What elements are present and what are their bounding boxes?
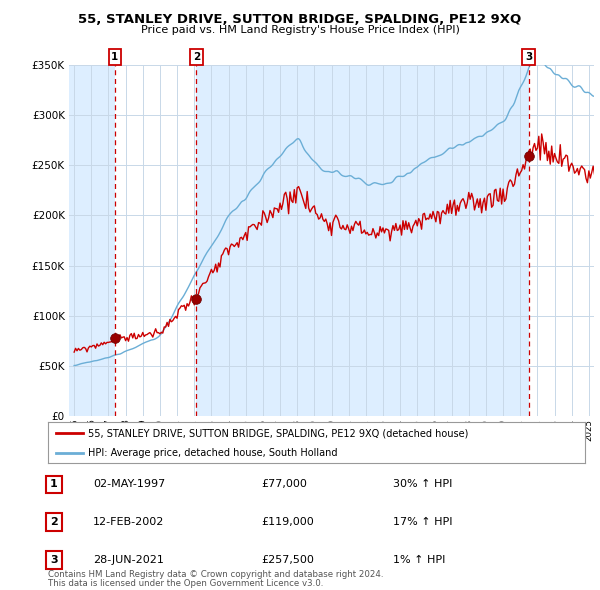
- Bar: [196, 65, 529, 416]
- Text: This data is licensed under the Open Government Licence v3.0.: This data is licensed under the Open Gov…: [48, 579, 323, 588]
- Text: £257,500: £257,500: [261, 555, 314, 565]
- Text: £119,000: £119,000: [261, 517, 314, 527]
- Text: 28-JUN-2021: 28-JUN-2021: [93, 555, 164, 565]
- Text: 55, STANLEY DRIVE, SUTTON BRIDGE, SPALDING, PE12 9XQ: 55, STANLEY DRIVE, SUTTON BRIDGE, SPALDI…: [79, 13, 521, 26]
- Text: 30% ↑ HPI: 30% ↑ HPI: [393, 480, 452, 489]
- Bar: [529, 65, 594, 416]
- Text: 55, STANLEY DRIVE, SUTTON BRIDGE, SPALDING, PE12 9XQ (detached house): 55, STANLEY DRIVE, SUTTON BRIDGE, SPALDI…: [88, 428, 469, 438]
- Text: 2: 2: [50, 517, 58, 527]
- Text: 2: 2: [193, 52, 200, 62]
- Text: 12-FEB-2002: 12-FEB-2002: [93, 517, 164, 527]
- Text: HPI: Average price, detached house, South Holland: HPI: Average price, detached house, Sout…: [88, 448, 338, 458]
- Text: 3: 3: [50, 555, 58, 565]
- Text: 17% ↑ HPI: 17% ↑ HPI: [393, 517, 452, 527]
- Text: 1% ↑ HPI: 1% ↑ HPI: [393, 555, 445, 565]
- Bar: [69, 65, 115, 416]
- Text: Price paid vs. HM Land Registry's House Price Index (HPI): Price paid vs. HM Land Registry's House …: [140, 25, 460, 35]
- Text: 3: 3: [525, 52, 532, 62]
- Text: 1: 1: [111, 52, 118, 62]
- Text: 1: 1: [50, 480, 58, 489]
- Text: 02-MAY-1997: 02-MAY-1997: [93, 480, 165, 489]
- Text: Contains HM Land Registry data © Crown copyright and database right 2024.: Contains HM Land Registry data © Crown c…: [48, 571, 383, 579]
- Text: £77,000: £77,000: [261, 480, 307, 489]
- Bar: [115, 65, 196, 416]
